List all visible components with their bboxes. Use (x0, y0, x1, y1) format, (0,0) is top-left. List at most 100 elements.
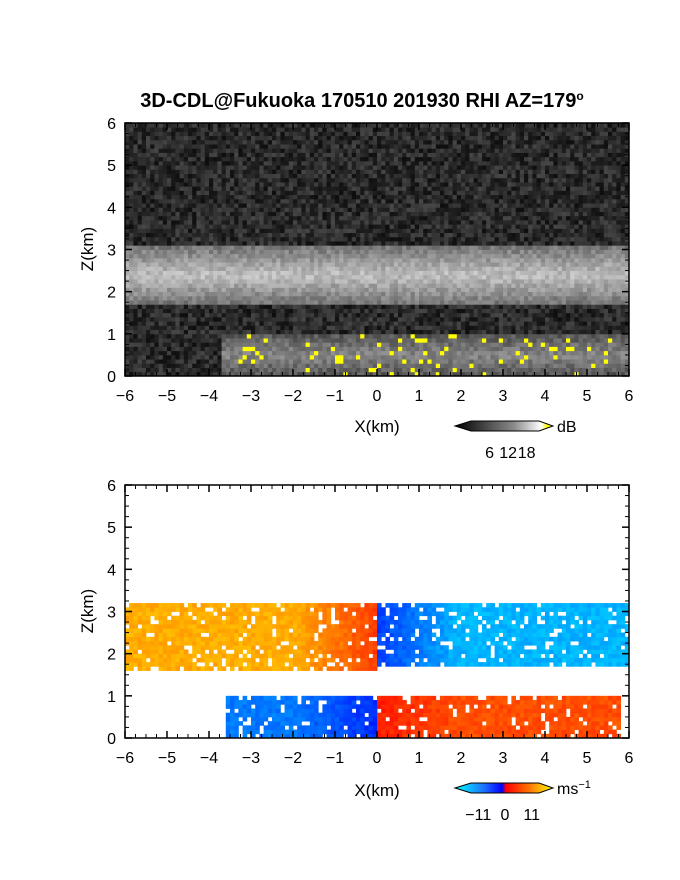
heatmap-cell (171, 291, 176, 297)
heatmap-cell (410, 279, 416, 284)
heatmap-cell (330, 152, 336, 158)
heatmap-cell (356, 333, 361, 339)
heatmap-cell (284, 300, 290, 305)
heatmap-cell (192, 359, 197, 364)
heatmap-cell (137, 312, 143, 318)
heatmap-cell (276, 300, 281, 305)
heatmap-cell (217, 232, 222, 238)
heatmap-cell (209, 338, 214, 343)
heatmap-cell (398, 253, 403, 259)
heatmap-cell (419, 219, 424, 225)
heatmap-cell (158, 257, 164, 263)
heatmap-cell (423, 287, 428, 293)
heatmap-cell (213, 312, 218, 318)
heatmap-cell (406, 363, 411, 368)
heatmap-cell (389, 215, 395, 221)
heatmap-cell (393, 241, 399, 246)
heatmap-cell (381, 266, 386, 271)
heatmap-cell (456, 287, 462, 293)
heatmap-cell (280, 274, 285, 280)
heatmap-cell (204, 295, 210, 301)
heatmap-cell (330, 207, 336, 212)
heatmap-cell (330, 338, 336, 343)
heatmap-cell (246, 329, 252, 335)
heatmap-cell (133, 127, 138, 132)
heatmap-cell (398, 127, 403, 132)
heatmap-cell (330, 148, 336, 153)
heatmap-cell (314, 279, 319, 284)
heatmap-cell (448, 144, 453, 149)
heatmap-cell (183, 321, 189, 326)
heatmap-cell (272, 169, 277, 174)
heatmap-cell (167, 283, 172, 288)
heatmap-cell (137, 350, 143, 356)
heatmap-cell (188, 160, 193, 166)
heatmap-cell (242, 224, 248, 229)
heatmap-cell (272, 329, 277, 335)
heatmap-cell (456, 359, 462, 364)
heatmap-cell (356, 308, 361, 314)
heatmap-cell (150, 342, 155, 347)
heatmap-cell (309, 371, 315, 377)
heatmap-cell (183, 312, 189, 318)
heatmap-cell (276, 186, 281, 191)
heatmap-cell (230, 300, 235, 305)
heatmap-cell (469, 186, 474, 191)
heatmap-cell (335, 123, 340, 128)
heatmap-cell (330, 139, 336, 145)
heatmap-cell (419, 169, 424, 174)
heatmap-cell (225, 232, 231, 238)
heatmap-cell (230, 219, 235, 225)
heatmap-cell (381, 160, 386, 166)
heatmap-cell (385, 308, 390, 314)
heatmap-cell (389, 312, 395, 318)
heatmap-cell (440, 308, 445, 314)
heatmap-cell (204, 287, 210, 293)
heatmap-cell (175, 253, 180, 259)
heatmap-cell (398, 245, 403, 250)
heatmap-cell (272, 354, 277, 360)
heatmap-cell (171, 165, 176, 170)
heatmap-cell (414, 198, 420, 204)
heatmap-cell (343, 198, 348, 204)
heatmap-cell (347, 224, 353, 229)
heatmap-cell (406, 173, 411, 179)
heatmap-cell (364, 211, 369, 217)
heatmap-cell (146, 232, 151, 238)
heatmap-cell (150, 316, 155, 322)
heatmap-cell (183, 215, 189, 221)
heatmap-cell (389, 236, 395, 242)
heatmap-cell (133, 182, 138, 187)
heatmap-cell (162, 300, 168, 305)
heatmap-cell (427, 215, 432, 221)
heatmap-cell (171, 203, 176, 208)
heatmap-cell (179, 241, 185, 246)
heatmap-cell (179, 312, 185, 318)
heatmap-cell (406, 350, 411, 356)
heatmap-cell (217, 177, 222, 183)
heatmap-cell (162, 215, 168, 221)
heatmap-cell (452, 207, 458, 212)
heatmap-cell (246, 270, 252, 276)
heatmap-cell (272, 211, 277, 217)
heatmap-cell (322, 160, 327, 166)
heatmap-cell (305, 219, 311, 225)
heatmap-cell (230, 262, 235, 267)
heatmap-cell (435, 245, 441, 250)
heatmap-cell (448, 266, 453, 271)
heatmap-cell (393, 135, 399, 141)
heatmap-cell (137, 236, 143, 242)
heatmap-cell (188, 207, 193, 212)
heatmap-cell (414, 139, 420, 145)
heatmap-cell (440, 156, 445, 162)
heatmap-cell (419, 253, 424, 259)
heatmap-cell (129, 371, 134, 377)
heatmap-cell (141, 215, 147, 221)
heatmap-cell (372, 342, 378, 347)
heatmap-cell (402, 173, 407, 179)
heatmap-cell (272, 160, 277, 166)
heatmap-cell (133, 152, 138, 158)
heatmap-cell (146, 367, 151, 373)
heatmap-cell (398, 144, 403, 149)
heatmap-cell (162, 169, 168, 174)
